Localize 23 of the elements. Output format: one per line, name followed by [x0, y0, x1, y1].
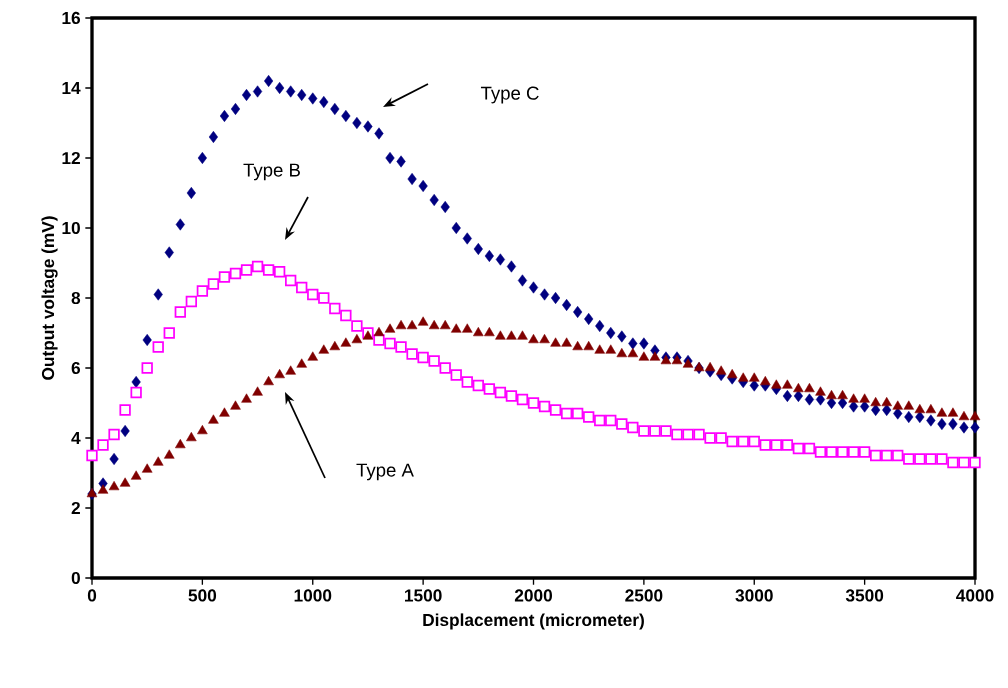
y-tick-label: 6	[71, 361, 81, 375]
x-tick-label: 1000	[294, 589, 332, 602]
annotation: Type B	[243, 163, 300, 181]
y-axis-title: Output voltage (mV)	[41, 216, 58, 380]
x-tick-label: 0	[87, 589, 97, 602]
x-tick-label: 500	[188, 589, 217, 602]
y-tick-label: 12	[62, 151, 80, 165]
x-tick-label: 4000	[956, 589, 994, 602]
x-axis-title: Displacement (micrometer)	[423, 613, 644, 630]
annotation: Type C	[480, 86, 539, 104]
annotation: Type A	[356, 463, 414, 481]
x-tick-label: 3500	[845, 589, 884, 602]
x-tick-label: 1500	[405, 589, 442, 602]
y-tick-label: 14	[62, 82, 81, 94]
x-tick-label: 2500	[625, 589, 663, 602]
y-tick-label: 4	[71, 432, 81, 444]
y-tick-label: 0	[71, 571, 80, 585]
y-tick-label: 16	[62, 11, 81, 25]
y-tick-label: 10	[62, 221, 80, 235]
x-tick-label: 2000	[514, 589, 552, 602]
y-tick-label: 2	[71, 501, 80, 515]
x-tick-label: 3000	[735, 589, 773, 602]
y-tick-label: 8	[71, 291, 81, 305]
